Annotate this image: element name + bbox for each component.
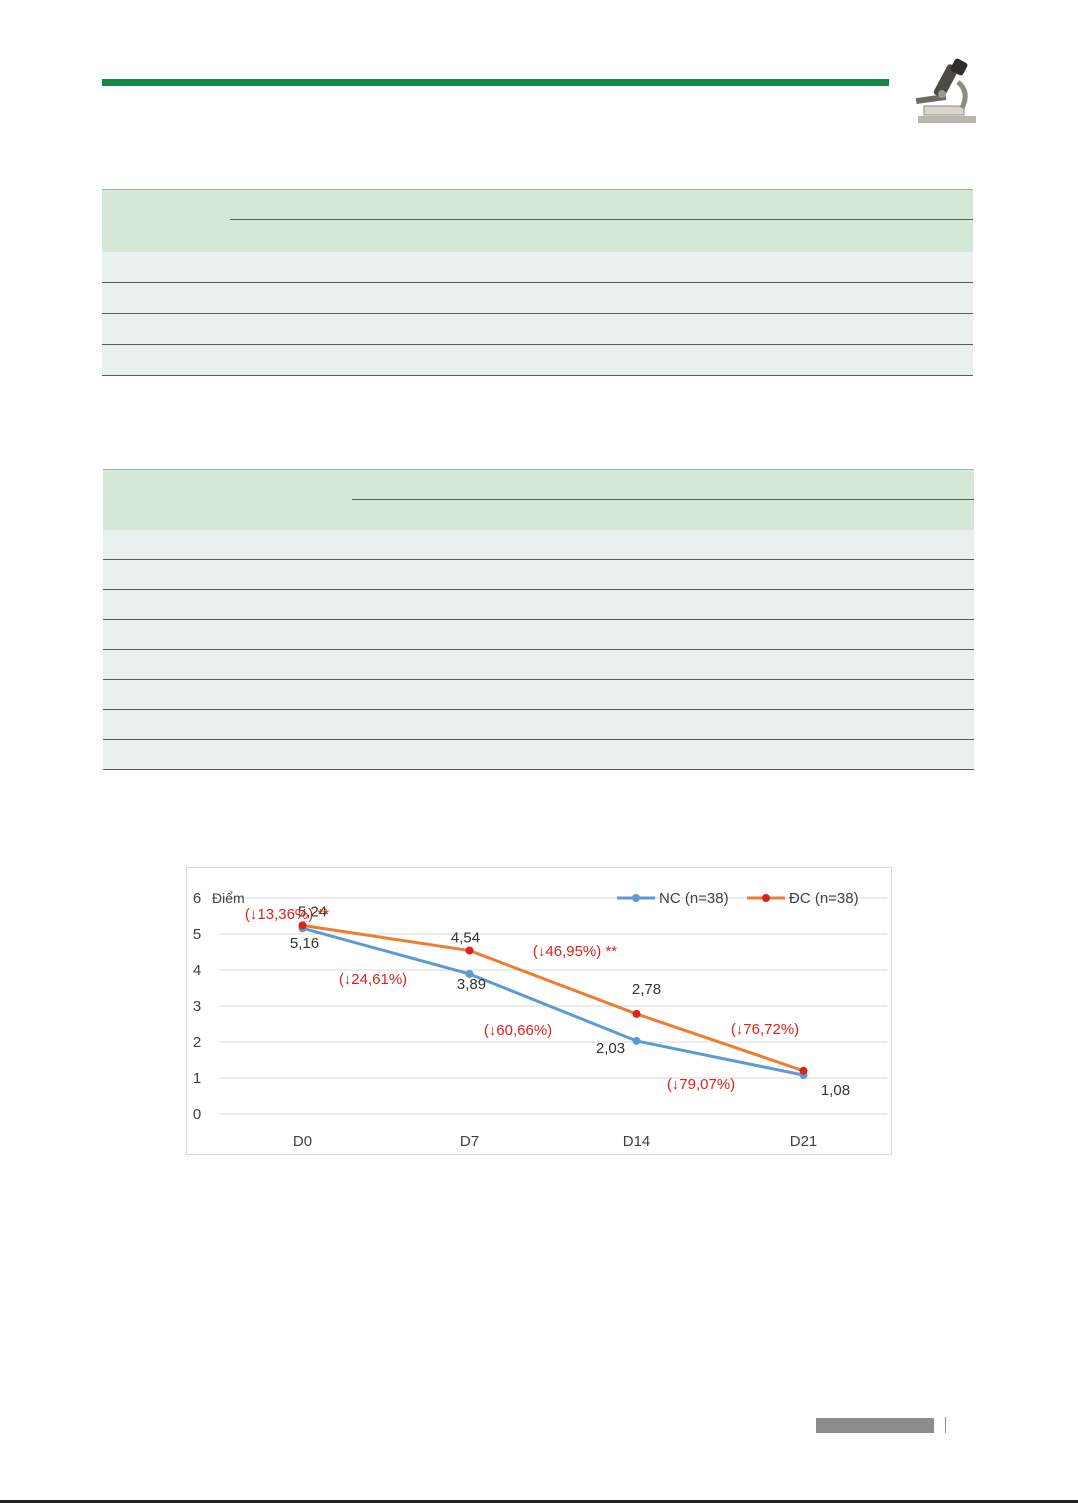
annotation-label: (↓46,95%) ** <box>533 943 617 960</box>
table-row <box>102 283 973 314</box>
legend-marker <box>762 894 770 902</box>
series-line <box>302 926 804 1077</box>
annotation-label: (↓76,72%) <box>731 1021 799 1038</box>
data-label: 5,16 <box>290 935 319 952</box>
footer-divider <box>945 1417 946 1433</box>
legend-marker <box>632 894 640 902</box>
line-chart: 0 1 2 3 4 5 6 Điểm D0 D7 D14 D21 5,16 3,89 2,03 1,08… <box>186 867 892 1155</box>
data-label: 5,24 <box>298 903 327 920</box>
y-tick-label: 2 <box>193 1034 201 1051</box>
data-label: 1,08 <box>821 1082 850 1099</box>
table-row <box>102 252 973 283</box>
data-label: 3,89 <box>457 976 486 993</box>
table-row <box>103 710 974 740</box>
header-rule <box>102 79 889 86</box>
table-1-header <box>102 189 973 253</box>
table-row <box>102 314 973 345</box>
table-row <box>103 650 974 680</box>
y-tick-label: 5 <box>193 926 201 943</box>
y-tick-label: 4 <box>193 962 201 979</box>
table-row <box>103 620 974 650</box>
x-tick-label: D14 <box>623 1133 651 1150</box>
table-row <box>103 740 974 770</box>
annotation-label: (↓79,07%) <box>667 1076 735 1093</box>
data-point <box>632 1036 641 1045</box>
data-label: 2,78 <box>632 981 661 998</box>
annotation-label: (↓24,61%) <box>339 971 407 988</box>
table-row <box>103 530 974 560</box>
data-label: 2,03 <box>596 1040 625 1057</box>
table-2-header <box>103 469 974 531</box>
data-point <box>298 921 307 930</box>
footer-bar <box>816 1418 934 1433</box>
legend-label: ĐC (n=38) <box>789 890 859 907</box>
microscope-icon <box>914 58 978 124</box>
y-tick-label: 3 <box>193 998 201 1015</box>
data-point <box>799 1066 808 1075</box>
y-tick-label: 6 <box>193 890 201 907</box>
series-line <box>302 923 804 1073</box>
data-point <box>465 946 474 955</box>
x-tick-label: D7 <box>460 1133 479 1150</box>
y-tick-label: 1 <box>193 1070 201 1087</box>
table-row <box>103 680 974 710</box>
table-row <box>102 345 973 376</box>
chart-svg: 0 1 2 3 4 5 6 Điểm D0 D7 D14 D21 5,16 3,89 2,03 1,08… <box>193 890 887 1150</box>
annotation-label: (↓60,66%) <box>484 1022 552 1039</box>
y-tick-label: 0 <box>193 1106 201 1123</box>
table-2-header-divider <box>352 499 974 500</box>
y-axis-title: Điểm <box>212 890 245 906</box>
data-point <box>632 1009 641 1018</box>
table-1-header-divider <box>230 219 973 220</box>
table-row <box>103 560 974 590</box>
data-label: 4,54 <box>451 930 480 947</box>
table-row <box>103 590 974 620</box>
page-bottom-rule <box>0 1500 1078 1503</box>
annotation-label: (↓13,36%) ** <box>245 906 329 923</box>
data-point <box>465 969 474 978</box>
x-tick-label: D0 <box>293 1133 312 1150</box>
x-tick-label: D21 <box>790 1133 818 1150</box>
legend-label: NC (n=38) <box>659 890 729 907</box>
